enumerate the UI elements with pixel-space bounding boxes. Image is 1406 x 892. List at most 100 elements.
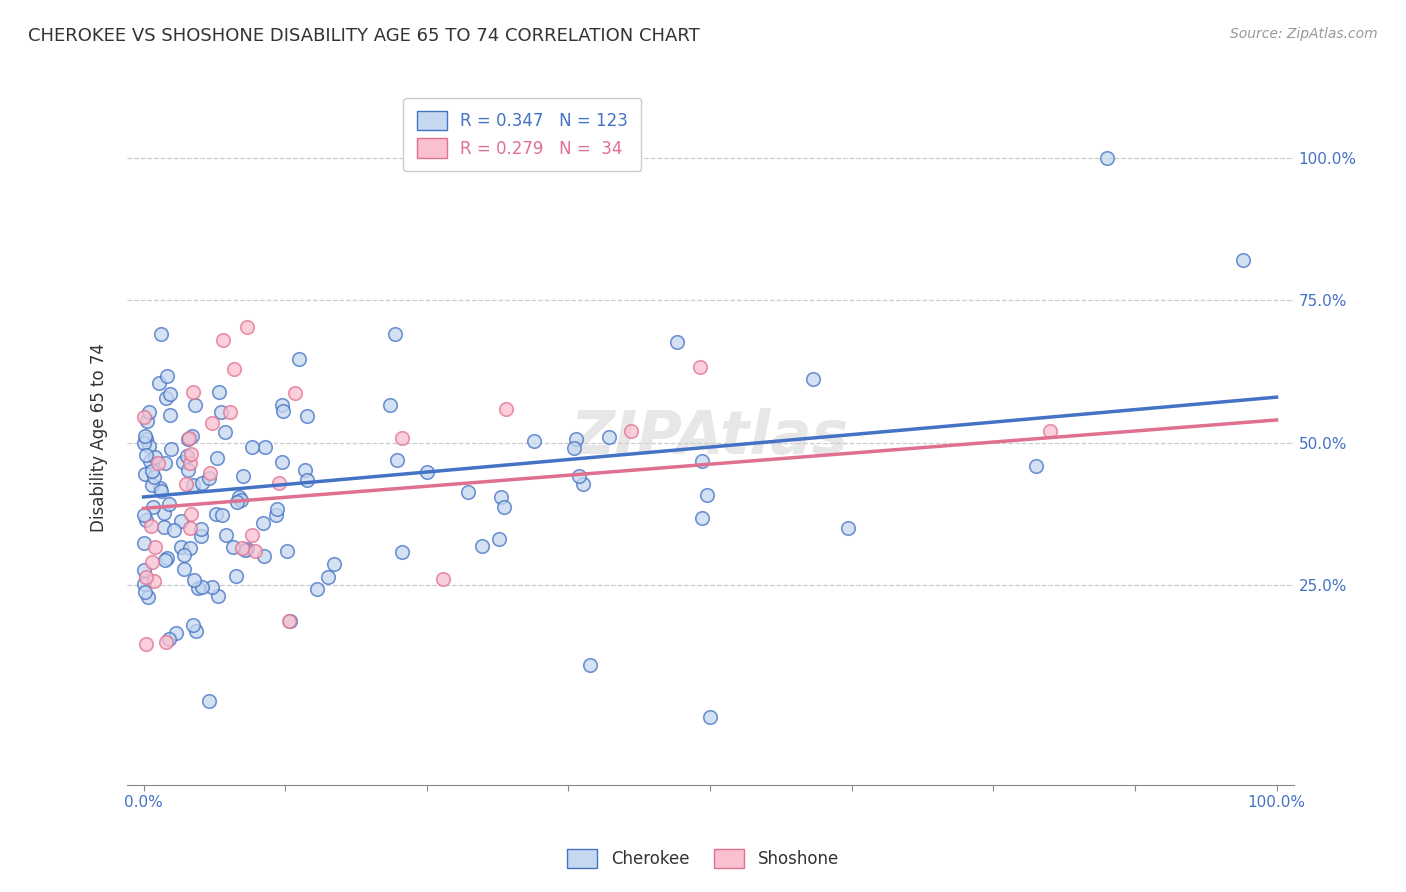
Point [180,507,202,521]
Point [183,574,205,588]
Legend: R = 0.347   N = 123, R = 0.279   N =  34: R = 0.347 N = 123, R = 0.279 N = 34 [404,97,641,171]
Point [1039,425,1062,439]
Point [252,549,274,564]
Point [142,574,165,589]
Point [471,539,494,553]
Point [378,398,401,412]
Point [278,614,301,628]
Point [180,447,202,461]
Point [163,524,186,538]
Point [155,635,177,649]
Point [198,466,221,480]
Point [231,541,253,555]
Point [271,404,294,418]
Point [1095,151,1118,165]
Point [699,709,721,723]
Point [219,405,242,419]
Point [323,557,346,571]
Point [179,541,201,556]
Point [231,493,253,508]
Point [153,456,176,470]
Point [153,520,176,534]
Point [416,465,439,479]
Point [184,398,207,412]
Point [494,500,516,515]
Text: Source: ZipAtlas.com: Source: ZipAtlas.com [1230,27,1378,41]
Point [152,506,174,520]
Point [181,478,204,492]
Point [232,469,254,483]
Point [211,333,233,347]
Point [568,468,591,483]
Legend: Cherokee, Shoshone: Cherokee, Shoshone [561,842,845,875]
Point [177,463,200,477]
Point [197,693,219,707]
Point [564,432,586,446]
Point [165,625,187,640]
Point [134,577,156,591]
Point [173,548,195,562]
Point [157,497,180,511]
Point [184,624,207,639]
Point [143,450,166,464]
Point [225,569,247,583]
Point [157,632,180,646]
Point [134,467,156,481]
Point [142,500,165,514]
Point [173,562,195,576]
Point [270,455,292,469]
Point [148,456,170,470]
Point [205,507,228,521]
Point [134,429,156,443]
Point [169,541,191,555]
Point [432,572,454,586]
Point [233,543,256,558]
Point [179,521,201,535]
Point [160,442,183,456]
Point [266,508,288,522]
Point [155,391,177,405]
Point [170,514,193,528]
Point [135,448,157,462]
Point [801,372,824,386]
Point [215,528,238,542]
Point [132,436,155,450]
Point [190,523,212,537]
Point [172,455,194,469]
Point [1025,458,1047,473]
Point [174,476,197,491]
Point [143,470,166,484]
Point [191,580,214,594]
Point [696,488,718,502]
Point [150,326,173,341]
Point [201,416,224,430]
Point [267,475,290,490]
Point [141,555,163,569]
Point [132,563,155,577]
Point [236,320,259,334]
Point [181,385,204,400]
Point [149,483,172,498]
Point [132,536,155,550]
Point [159,386,181,401]
Point [159,408,181,422]
Point [491,491,513,505]
Point [135,513,157,527]
Point [837,521,859,535]
Point [579,657,602,672]
Point [236,542,259,557]
Point [191,476,214,491]
Point [135,570,157,584]
Point [148,376,170,390]
Point [143,540,166,554]
Point [141,464,163,478]
Point [190,529,212,543]
Point [208,385,231,400]
Point [598,430,620,444]
Point [572,476,595,491]
Point [252,516,274,531]
Point [156,551,179,566]
Point [139,454,162,468]
Point [209,404,232,418]
Point [177,433,200,447]
